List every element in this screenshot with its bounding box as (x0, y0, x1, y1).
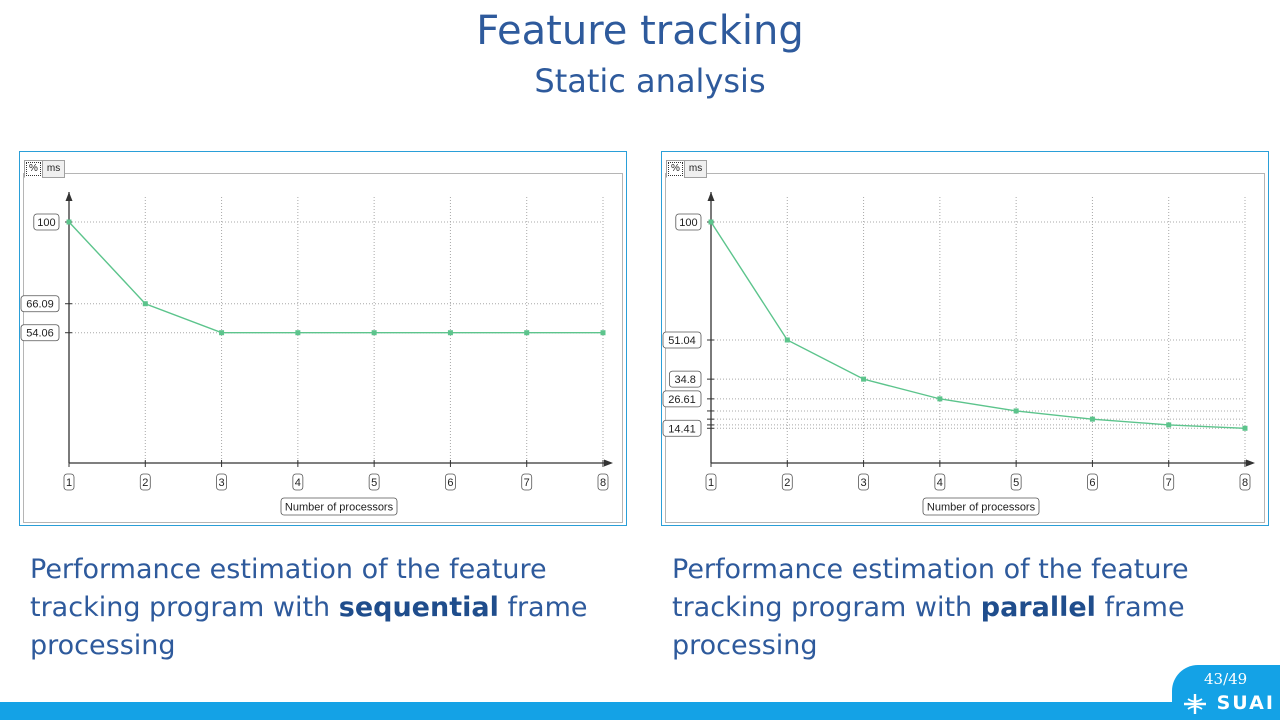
y-tick-label-text: 34.8 (674, 374, 695, 386)
data-point (143, 301, 148, 306)
caption-emphasis: sequential (339, 592, 499, 623)
x-axis-label: Number of processors (923, 498, 1039, 515)
y-tick-label-text: 26.61 (668, 394, 696, 406)
data-point (524, 330, 529, 335)
x-tick-label-text: 4 (937, 477, 943, 489)
x-tick-label: 1 (706, 474, 716, 490)
chart-panel-sequential: % ms 1 2 3 4 5 6 7 8 Number of processors 100 66.09… (19, 151, 627, 526)
series-line (69, 222, 603, 333)
x-axis-arrow (604, 460, 613, 467)
slide-subtitle: Static analysis (10, 62, 1280, 100)
x-axis-label-text: Number of processors (285, 502, 394, 514)
x-tick-label: 1 (64, 474, 74, 490)
x-tick-label: 7 (1164, 474, 1174, 490)
y-tick-label-text: 14.41 (668, 423, 696, 435)
x-tick-label-text: 4 (295, 477, 301, 489)
y-tick-label: 34.8 (669, 371, 701, 387)
y-tick-label: 100 (34, 214, 59, 230)
chart-sequential: 1 2 3 4 5 6 7 8 Number of processors 100 66.09 54.0… (20, 152, 626, 525)
data-point (1090, 417, 1095, 422)
x-tick-label: 7 (522, 474, 532, 490)
x-tick-label: 5 (1011, 474, 1021, 490)
x-tick-label: 4 (293, 474, 303, 490)
x-tick-label: 6 (445, 474, 455, 490)
y-tick-label: 54.06 (21, 325, 59, 341)
x-tick-label: 2 (782, 474, 792, 490)
x-axis-label: Number of processors (281, 498, 397, 515)
x-tick-label-text: 1 (66, 477, 72, 489)
x-tick-label-text: 6 (447, 477, 453, 489)
x-tick-label-text: 6 (1089, 477, 1095, 489)
x-tick-label-text: 1 (708, 477, 714, 489)
x-tick-label-text: 8 (1242, 477, 1248, 489)
slide-title: Feature tracking (0, 8, 1280, 54)
x-tick-label-text: 7 (1166, 477, 1172, 489)
logo-text: SUAI (1217, 692, 1275, 714)
x-tick-label: 3 (217, 474, 227, 490)
chart-parallel: 1 2 3 4 5 6 7 8 Number of processors 100 51.04 34.8… (662, 152, 1268, 525)
data-point (219, 330, 224, 335)
caption-sequential: Performance estimation of the feature tr… (30, 551, 630, 665)
x-tick-label-text: 2 (784, 477, 790, 489)
logo-mark-icon (1182, 693, 1208, 715)
x-tick-label-text: 5 (1013, 477, 1019, 489)
suai-logo: SUAI (1182, 692, 1275, 715)
x-tick-label: 8 (598, 474, 608, 490)
x-tick-label-text: 2 (142, 477, 148, 489)
data-point (601, 330, 606, 335)
y-axis-arrow (66, 192, 73, 201)
data-point (372, 330, 377, 335)
data-point (295, 330, 300, 335)
data-point (1166, 422, 1171, 427)
caption-emphasis: parallel (981, 592, 1096, 623)
y-tick-label-text: 54.06 (26, 328, 54, 340)
caption-parallel: Performance estimation of the feature tr… (672, 551, 1272, 665)
y-tick-label: 51.04 (663, 332, 701, 348)
x-tick-label: 6 (1087, 474, 1097, 490)
x-tick-label: 5 (369, 474, 379, 490)
y-tick-label: 100 (676, 214, 701, 230)
chart-panel-parallel: % ms 1 2 3 4 5 6 7 8 Number of processors 100 51.04… (661, 151, 1269, 526)
data-point (937, 396, 942, 401)
data-point (1243, 426, 1248, 431)
y-axis-arrow (708, 192, 715, 201)
y-tick-label-text: 66.09 (26, 299, 54, 311)
x-tick-label: 2 (140, 474, 150, 490)
footer-bar (0, 702, 1280, 720)
x-tick-label-text: 5 (371, 477, 377, 489)
x-tick-label: 4 (935, 474, 945, 490)
y-tick-label: 26.61 (663, 391, 701, 407)
x-axis-label-text: Number of processors (927, 502, 1036, 514)
data-point (785, 337, 790, 342)
x-tick-label-text: 7 (524, 477, 530, 489)
y-tick-label-text: 100 (37, 217, 55, 229)
y-tick-label-text: 100 (679, 217, 697, 229)
x-tick-label-text: 3 (861, 477, 867, 489)
x-tick-label-text: 8 (600, 477, 606, 489)
page-number: 43/49 (1204, 670, 1247, 688)
x-tick-label: 8 (1240, 474, 1250, 490)
series-line (711, 222, 1245, 428)
x-tick-label: 3 (859, 474, 869, 490)
y-tick-label: 66.09 (21, 296, 59, 312)
data-point (67, 220, 72, 225)
y-tick-label: 14.41 (663, 420, 701, 436)
y-tick-label-text: 51.04 (668, 335, 696, 347)
data-point (861, 377, 866, 382)
data-point (709, 220, 714, 225)
data-point (1014, 408, 1019, 413)
data-point (448, 330, 453, 335)
x-tick-label-text: 3 (219, 477, 225, 489)
x-axis-arrow (1246, 460, 1255, 467)
